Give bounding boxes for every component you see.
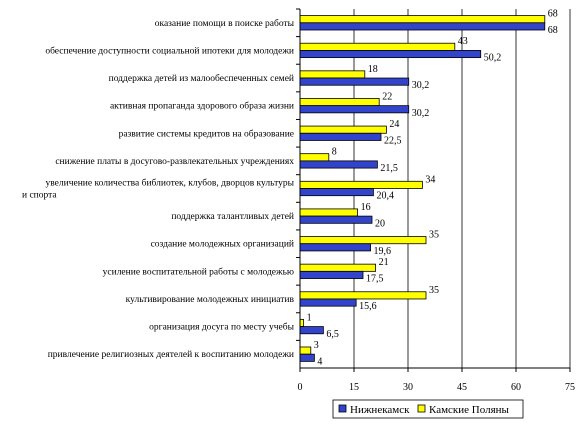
legend-swatch-nizhnekamsk <box>338 404 347 413</box>
value-label-nizhnekamsk: 17,5 <box>366 274 384 285</box>
bar-nizhnekamsk <box>299 353 315 362</box>
value-label-kamskie-polyany: 18 <box>368 64 378 75</box>
x-tick-label: 45 <box>457 382 467 393</box>
value-label-nizhnekamsk: 22,5 <box>384 135 402 146</box>
x-tick-label: 60 <box>511 382 521 393</box>
value-label-kamskie-polyany: 35 <box>429 230 439 241</box>
bar-kamskie-polyany <box>299 291 427 300</box>
bar-nizhnekamsk <box>299 132 382 141</box>
bar-kamskie-polyany <box>299 208 358 217</box>
category-label: обеспечение доступности социальной ипоте… <box>45 45 294 56</box>
value-label-kamskie-polyany: 1 <box>307 312 312 323</box>
legend-label-nizhnekamsk: Нижнекамск <box>350 404 410 416</box>
bar-kamskie-polyany <box>299 98 380 107</box>
value-label-kamskie-polyany: 34 <box>425 174 435 185</box>
category-label: создание молодежных организаций <box>151 239 294 250</box>
legend-label-kamskie-polyany: Камские Поляны <box>429 404 510 416</box>
category-label: активная пропаганда здорового образа жиз… <box>110 101 294 112</box>
value-label-kamskie-polyany: 8 <box>332 147 337 158</box>
legend-swatch-kamskie-polyany <box>417 404 426 413</box>
value-label-kamskie-polyany: 21 <box>379 257 389 268</box>
bar-kamskie-polyany <box>299 42 456 51</box>
bar-kamskie-polyany <box>299 180 423 189</box>
value-label-nizhnekamsk: 68 <box>548 25 558 36</box>
bar-nizhnekamsk <box>299 270 364 279</box>
category-label: оказание помощи в поиске работы <box>155 18 295 29</box>
value-label-nizhnekamsk: 20 <box>375 218 385 229</box>
bar-nizhnekamsk <box>299 77 410 86</box>
x-tick-label: 75 <box>565 382 575 393</box>
category-label: усиление воспитательной работы с молодеж… <box>103 266 294 277</box>
value-label-nizhnekamsk: 19,6 <box>374 246 392 257</box>
x-tick-label: 15 <box>349 382 359 393</box>
value-label-kamskie-polyany: 3 <box>314 340 319 351</box>
gridlines <box>353 9 571 368</box>
bar-kamskie-polyany <box>299 346 312 355</box>
category-label: поддержка детей из малообеспеченных семе… <box>109 73 294 84</box>
bar-nizhnekamsk <box>299 215 373 224</box>
x-axis: 0 15 30 45 60 75 <box>296 8 575 393</box>
bar-nizhnekamsk <box>299 326 324 335</box>
category-label: увеличение количества библиотек, клубов,… <box>46 178 295 189</box>
value-label-kamskie-polyany: 35 <box>429 285 439 296</box>
value-label-nizhnekamsk: 15,6 <box>359 301 377 312</box>
value-labels: 68684350,21830,22230,22422,5821,53420,41… <box>307 9 558 368</box>
bar-nizhnekamsk <box>299 105 410 114</box>
bar-nizhnekamsk <box>299 160 378 169</box>
bar-nizhnekamsk <box>299 243 371 252</box>
value-label-nizhnekamsk: 30,2 <box>412 108 430 119</box>
bar-kamskie-polyany <box>299 125 387 134</box>
legend-box <box>332 399 524 419</box>
bar-kamskie-polyany <box>299 263 376 272</box>
category-label: культивирование молодежных инициатив <box>126 295 295 305</box>
bar-nizhnekamsk <box>299 188 374 197</box>
category-label: привлечение религиозных деятелей к воспи… <box>48 349 294 360</box>
value-label-nizhnekamsk: 21,5 <box>380 163 398 174</box>
bar-kamskie-polyany <box>299 15 546 24</box>
bars <box>299 15 546 362</box>
value-label-kamskie-polyany: 68 <box>548 9 558 20</box>
bar-nizhnekamsk <box>299 50 482 59</box>
x-tick-label: 30 <box>403 382 413 393</box>
value-label-nizhnekamsk: 30,2 <box>412 80 430 91</box>
value-label-nizhnekamsk: 20,4 <box>376 191 394 202</box>
value-label-kamskie-polyany: 16 <box>361 202 371 213</box>
bar-kamskie-polyany <box>299 70 366 79</box>
category-label: снижение платы в досугово-развлекательны… <box>55 157 294 167</box>
value-label-kamskie-polyany: 24 <box>389 119 399 130</box>
category-label: организация досуга по месту учебы <box>149 322 294 333</box>
value-label-nizhnekamsk: 6,5 <box>326 329 339 340</box>
value-label-kamskie-polyany: 22 <box>382 91 392 102</box>
legend: Нижнекамск Камские Поляны <box>332 399 524 419</box>
x-tick-label: 0 <box>298 382 303 393</box>
category-label: поддержка талантливых детей <box>171 211 294 222</box>
bar-nizhnekamsk <box>299 298 357 307</box>
value-label-kamskie-polyany: 43 <box>458 36 468 47</box>
category-labels: оказание помощи в поиске работы обеспечен… <box>22 18 295 360</box>
bar-nizhnekamsk <box>299 22 546 31</box>
category-label: развитие системы кредитов на образование <box>119 128 294 139</box>
bar-kamskie-polyany <box>299 318 304 327</box>
category-label: и спорта <box>22 191 57 201</box>
value-label-nizhnekamsk: 50,2 <box>484 53 502 64</box>
value-label-nizhnekamsk: 4 <box>317 356 322 367</box>
bar-kamskie-polyany <box>299 236 427 245</box>
bar-kamskie-polyany <box>299 153 330 162</box>
